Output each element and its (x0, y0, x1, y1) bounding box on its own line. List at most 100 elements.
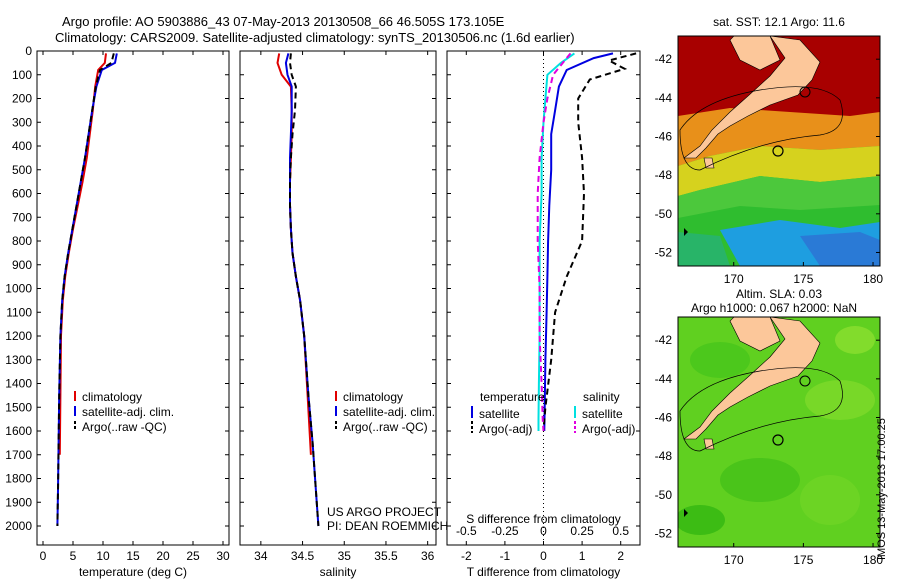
difference-top-tick-label: -0.25 (491, 524, 519, 538)
sla-map-ytick-label: -44 (655, 372, 673, 386)
depth-tick-label: 1700 (5, 448, 32, 462)
depth-tick-label: 1200 (5, 329, 32, 343)
depth-tick-label: 100 (12, 68, 32, 82)
depth-tick-label: 0 (25, 44, 32, 58)
sla-map-ytick-label: -42 (655, 333, 673, 347)
temperature-legend-label: Argo(..raw -QC) (82, 420, 167, 434)
sst-map-ytick-label: -46 (655, 130, 673, 144)
depth-tick-label: 800 (12, 234, 32, 248)
difference-xlabel: T difference from climatology (467, 565, 621, 579)
salinity-legend-label: satellite-adj. clim. (343, 405, 435, 419)
sla-map-frame (677, 316, 881, 548)
sla-map-subtitle: Argo h1000: 0.067 h2000: NaN (691, 301, 857, 315)
depth-tick-label: 1100 (6, 305, 32, 319)
salinity-xtick-label: 35 (338, 549, 352, 563)
salinity-frame (239, 50, 437, 546)
sla-map-xtick-label: 170 (724, 553, 744, 567)
temperature-xtick-label: 0 (40, 549, 47, 563)
project-label: US ARGO PROJECT (327, 505, 442, 519)
sst-map-argo-marker (772, 145, 784, 157)
sst-map-frame (677, 35, 881, 267)
sst-map-xtick-label: 170 (724, 272, 744, 286)
sst-map-land (679, 36, 843, 236)
difference-top-tick-label: 0.25 (570, 524, 594, 538)
sla-map-ytick-label: -52 (655, 526, 673, 540)
sla-map-argo-marker (772, 434, 784, 446)
difference-legend-label: Argo(-adj) (479, 422, 532, 436)
salinity-series-2 (288, 53, 320, 527)
depth-tick-label: 1600 (5, 424, 32, 438)
sst-map-xtick-label: 180 (863, 272, 883, 286)
sla-map-xtick-label: 175 (793, 553, 813, 567)
temperature-xtick-label: 25 (186, 549, 200, 563)
sst-map-xtick-label: 175 (793, 272, 813, 286)
difference-legend-label: Argo(-adj) (582, 422, 635, 436)
sla-map-ytick-label: -50 (655, 488, 673, 502)
difference-legend-label: satellite (582, 407, 623, 421)
sst-map-ytick-label: -42 (655, 52, 673, 66)
depth-tick-label: 1800 (5, 472, 32, 486)
depth-tick-label: 300 (12, 115, 32, 129)
figure-title-line1: Argo profile: AO 5903886_43 07-May-2013 … (62, 14, 505, 29)
difference-series-3 (536, 52, 572, 432)
temperature-series-1 (56, 53, 118, 527)
sla-map-ytick-label: -48 (655, 449, 673, 463)
sla-map-land (679, 317, 843, 517)
difference-top-tick-label: 0 (540, 524, 547, 538)
salinity-xtick-label: 35.5 (374, 549, 398, 563)
sla-map-xtick-label: 180 (863, 553, 883, 567)
salinity-xlabel: salinity (320, 565, 357, 579)
pi-label: PI: DEAN ROEMMICH (327, 519, 448, 533)
temperature-frame (36, 50, 230, 546)
difference-legend-heading: temperature (480, 390, 545, 404)
difference-xtick-label: 1 (579, 549, 586, 563)
depth-tick-label: 900 (12, 258, 32, 272)
temperature-xlabel: temperature (deg C) (79, 565, 187, 579)
difference-top-xlabel: S difference from climatology (466, 512, 621, 526)
depth-tick-label: 200 (12, 92, 32, 106)
depth-tick-label: 2000 (5, 519, 32, 533)
temperature-legend-label: climatology (82, 390, 142, 404)
difference-xtick-label: 0 (540, 549, 547, 563)
difference-series-2 (537, 52, 575, 431)
sst-map-ytick-label: -48 (655, 168, 673, 182)
temperature-legend-label: satellite-adj. clim. (82, 405, 174, 419)
depth-tick-label: 1400 (5, 377, 32, 391)
dynamic-chart-layer: 0 5 10 15 20 25 300100200300400500600700800900… (5, 15, 883, 579)
salinity-xtick-label: 36 (421, 549, 435, 563)
difference-legend-label: satellite (479, 407, 520, 421)
sst-map-title: sat. SST: 12.1 Argo: 11.6 (713, 15, 845, 29)
salinity-xtick-label: 34.5 (291, 549, 315, 563)
difference-legend-heading: salinity (583, 390, 620, 404)
depth-tick-label: 1500 (5, 400, 32, 414)
depth-tick-label: 700 (12, 210, 32, 224)
salinity-xtick-label: 34 (254, 549, 268, 563)
depth-tick-label: 1300 (5, 353, 32, 367)
figure-title-line2: Climatology: CARS2009. Satellite-adjuste… (55, 30, 575, 45)
temperature-xtick-label: 5 (70, 549, 77, 563)
sst-map-ytick-label: -50 (655, 207, 673, 221)
difference-xtick-label: -2 (461, 549, 472, 563)
temperature-xtick-label: 20 (156, 549, 170, 563)
difference-top-tick-label: -0.5 (456, 524, 477, 538)
temperature-xtick-label: 30 (216, 549, 230, 563)
depth-tick-label: 500 (12, 163, 32, 177)
salinity-legend-label: climatology (343, 390, 403, 404)
imos-timestamp: IMOS 13-May-2013 17:00:25 (876, 418, 888, 560)
depth-tick-label: 1900 (5, 495, 32, 509)
depth-tick-label: 600 (12, 187, 32, 201)
temperature-series-2 (56, 53, 115, 527)
temperature-xtick-label: 10 (96, 549, 110, 563)
sla-map-title: Altim. SLA: 0.03 (736, 287, 822, 301)
salinity-legend-label: Argo(..raw -QC) (343, 420, 428, 434)
sla-map-ytick-label: -46 (655, 411, 673, 425)
depth-tick-label: 400 (12, 139, 32, 153)
depth-tick-label: 1000 (5, 282, 32, 296)
difference-series-0 (543, 52, 614, 432)
temperature-xtick-label: 15 (126, 549, 140, 563)
sst-map-ytick-label: -52 (655, 245, 673, 259)
difference-xtick-label: 2 (617, 549, 624, 563)
sst-map-ytick-label: -44 (655, 91, 673, 105)
difference-xtick-label: -1 (500, 549, 511, 563)
